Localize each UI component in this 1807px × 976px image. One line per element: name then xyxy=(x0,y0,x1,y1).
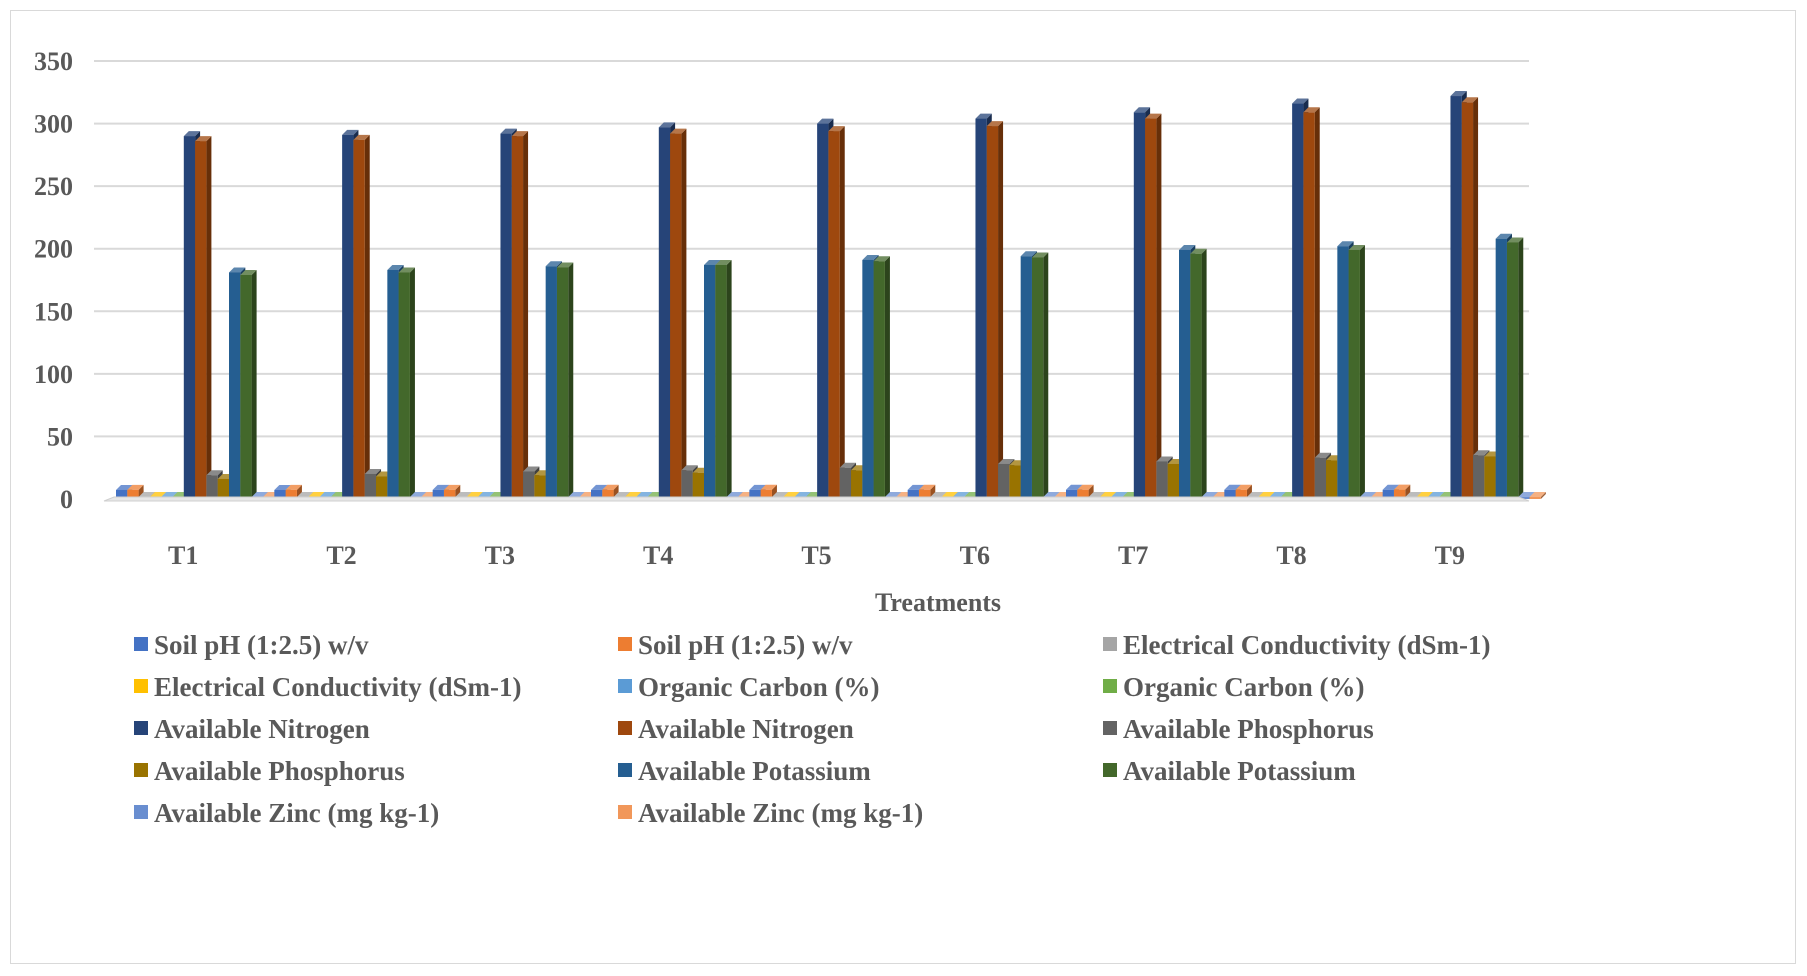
legend-item: Organic Carbon (%) xyxy=(618,672,879,702)
legend-label: Available Phosphorus xyxy=(1123,714,1374,744)
bar xyxy=(443,484,461,499)
y-tick-label: 200 xyxy=(34,235,73,264)
bar xyxy=(602,484,619,499)
y-tick-label: 300 xyxy=(34,110,73,139)
y-tick-label: 50 xyxy=(47,422,73,451)
x-axis xyxy=(103,496,1530,502)
legend: Soil pH (1:2.5) w/v Soil pH (1:2.5) w/v El… xyxy=(134,630,1490,828)
legend-label: Electrical Conductivity (dSm-1) xyxy=(1123,630,1490,660)
legend-label: Available Nitrogen xyxy=(638,714,854,744)
bar-chart: 0 50 100 150 200 250 300 350 T1 T2 T3 T4 T5 T6 T7 T8 T9… xyxy=(34,47,1546,828)
legend-item: Organic Carbon (%) xyxy=(1103,672,1364,702)
legend-swatch xyxy=(134,637,148,651)
legend-item: Available Phosphorus xyxy=(134,756,405,786)
bar xyxy=(353,134,370,499)
legend-item: Available Nitrogen xyxy=(134,714,370,744)
bar xyxy=(760,484,777,499)
bar xyxy=(127,484,144,499)
legend-label: Available Zinc (mg kg-1) xyxy=(154,798,439,828)
bar xyxy=(285,484,302,499)
bar xyxy=(1348,244,1365,499)
legend-item: Available Zinc (mg kg-1) xyxy=(618,798,923,828)
legend-swatch xyxy=(1103,679,1117,693)
legend-label: Available Phosphorus xyxy=(154,756,405,786)
legend-swatch xyxy=(618,805,632,819)
x-tick-label: T7 xyxy=(1118,541,1148,570)
bar xyxy=(670,128,687,499)
x-tick-label: T9 xyxy=(1435,541,1465,570)
bar xyxy=(1393,484,1411,499)
legend-label: Available Potassium xyxy=(1123,756,1356,786)
legend-item: Available Phosphorus xyxy=(1103,714,1374,744)
gridlines xyxy=(94,60,1529,438)
legend-label: Available Potassium xyxy=(638,756,871,786)
bar xyxy=(1031,252,1049,499)
legend-swatch xyxy=(618,637,632,651)
bar xyxy=(1190,248,1207,499)
y-tick-label: 350 xyxy=(34,47,73,76)
legend-swatch xyxy=(1103,721,1117,735)
legend-item: Available Potassium xyxy=(1103,756,1356,786)
bar xyxy=(986,121,1004,500)
bars xyxy=(116,91,1546,500)
legend-item: Electrical Conductivity (dSm-1) xyxy=(1103,630,1490,660)
legend-swatch xyxy=(134,805,148,819)
bar xyxy=(511,131,529,499)
bar xyxy=(918,484,936,499)
bar xyxy=(873,256,890,499)
bar xyxy=(1529,492,1546,499)
legend-swatch xyxy=(618,763,632,777)
legend-swatch xyxy=(1103,637,1117,651)
legend-swatch xyxy=(134,763,148,777)
legend-label: Organic Carbon (%) xyxy=(638,672,879,702)
bar xyxy=(1077,484,1094,499)
y-tick-label: 0 xyxy=(60,485,73,514)
legend-swatch xyxy=(134,721,148,735)
legend-item: Soil pH (1:2.5) w/v xyxy=(134,630,369,660)
y-tick-label: 150 xyxy=(34,297,73,326)
x-tick-label: T3 xyxy=(485,541,515,570)
chart-frame: 0 50 100 150 200 250 300 350 T1 T2 T3 T4 T5 T6 T7 T8 T9… xyxy=(10,10,1796,964)
bar xyxy=(195,136,212,499)
x-tick-label: T2 xyxy=(326,541,356,570)
legend-item: Available Zinc (mg kg-1) xyxy=(134,798,439,828)
legend-item: Available Nitrogen xyxy=(618,714,854,744)
bar xyxy=(1461,97,1479,499)
legend-swatch xyxy=(618,679,632,693)
y-axis-ticks: 0 50 100 150 200 250 300 350 xyxy=(34,47,73,514)
x-tick-label: T5 xyxy=(801,541,831,570)
bar xyxy=(715,259,732,499)
bar xyxy=(1235,484,1252,499)
x-tick-label: T1 xyxy=(168,541,198,570)
bar xyxy=(828,126,845,499)
legend-label: Electrical Conductivity (dSm-1) xyxy=(154,672,521,702)
bar xyxy=(240,269,257,499)
legend-swatch xyxy=(618,721,632,735)
legend-item: Soil pH (1:2.5) w/v xyxy=(618,630,853,660)
legend-label: Available Nitrogen xyxy=(154,714,370,744)
legend-label: Soil pH (1:2.5) w/v xyxy=(638,630,853,660)
x-tick-label: T8 xyxy=(1276,541,1306,570)
x-axis-title: Treatments xyxy=(875,588,1001,617)
legend-item: Available Potassium xyxy=(618,756,871,786)
legend-label: Available Zinc (mg kg-1) xyxy=(638,798,923,828)
bar xyxy=(398,267,415,499)
bar xyxy=(1506,237,1524,499)
x-axis-floor xyxy=(103,496,1530,502)
bar xyxy=(556,262,574,499)
legend-swatch xyxy=(1103,763,1117,777)
legend-item: Electrical Conductivity (dSm-1) xyxy=(134,672,521,702)
x-axis-ticks: T1 T2 T3 T4 T5 T6 T7 T8 T9 xyxy=(168,541,1465,570)
legend-label: Soil pH (1:2.5) w/v xyxy=(154,630,369,660)
legend-label: Organic Carbon (%) xyxy=(1123,672,1364,702)
y-tick-label: 250 xyxy=(34,172,73,201)
bar xyxy=(1303,107,1320,500)
legend-swatch xyxy=(134,679,148,693)
y-tick-label: 100 xyxy=(34,360,73,389)
bar xyxy=(1145,113,1162,500)
x-tick-label: T4 xyxy=(643,541,673,570)
x-tick-label: T6 xyxy=(960,541,990,570)
